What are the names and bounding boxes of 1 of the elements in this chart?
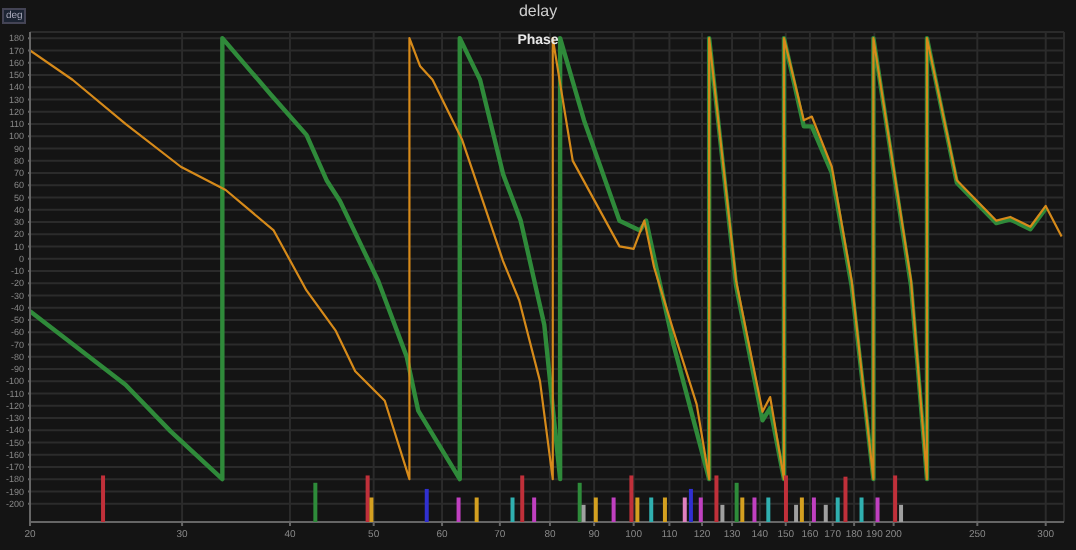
- chart-title: delay: [518, 2, 558, 20]
